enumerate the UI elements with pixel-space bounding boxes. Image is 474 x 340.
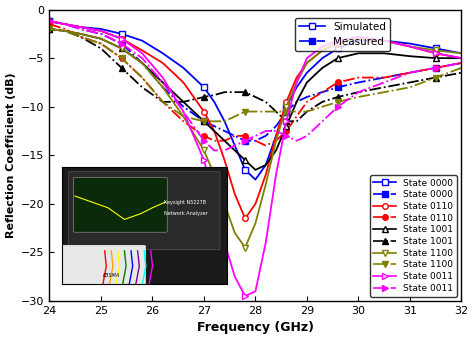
Y-axis label: Reflection Coefficient (dB): Reflection Coefficient (dB) xyxy=(6,72,16,238)
X-axis label: Frequency (GHz): Frequency (GHz) xyxy=(197,321,314,335)
Legend: State 0000, State 0000, State 0110, State 0110, State 1001, State 1001, State 11: State 0000, State 0000, State 0110, Stat… xyxy=(370,175,457,296)
